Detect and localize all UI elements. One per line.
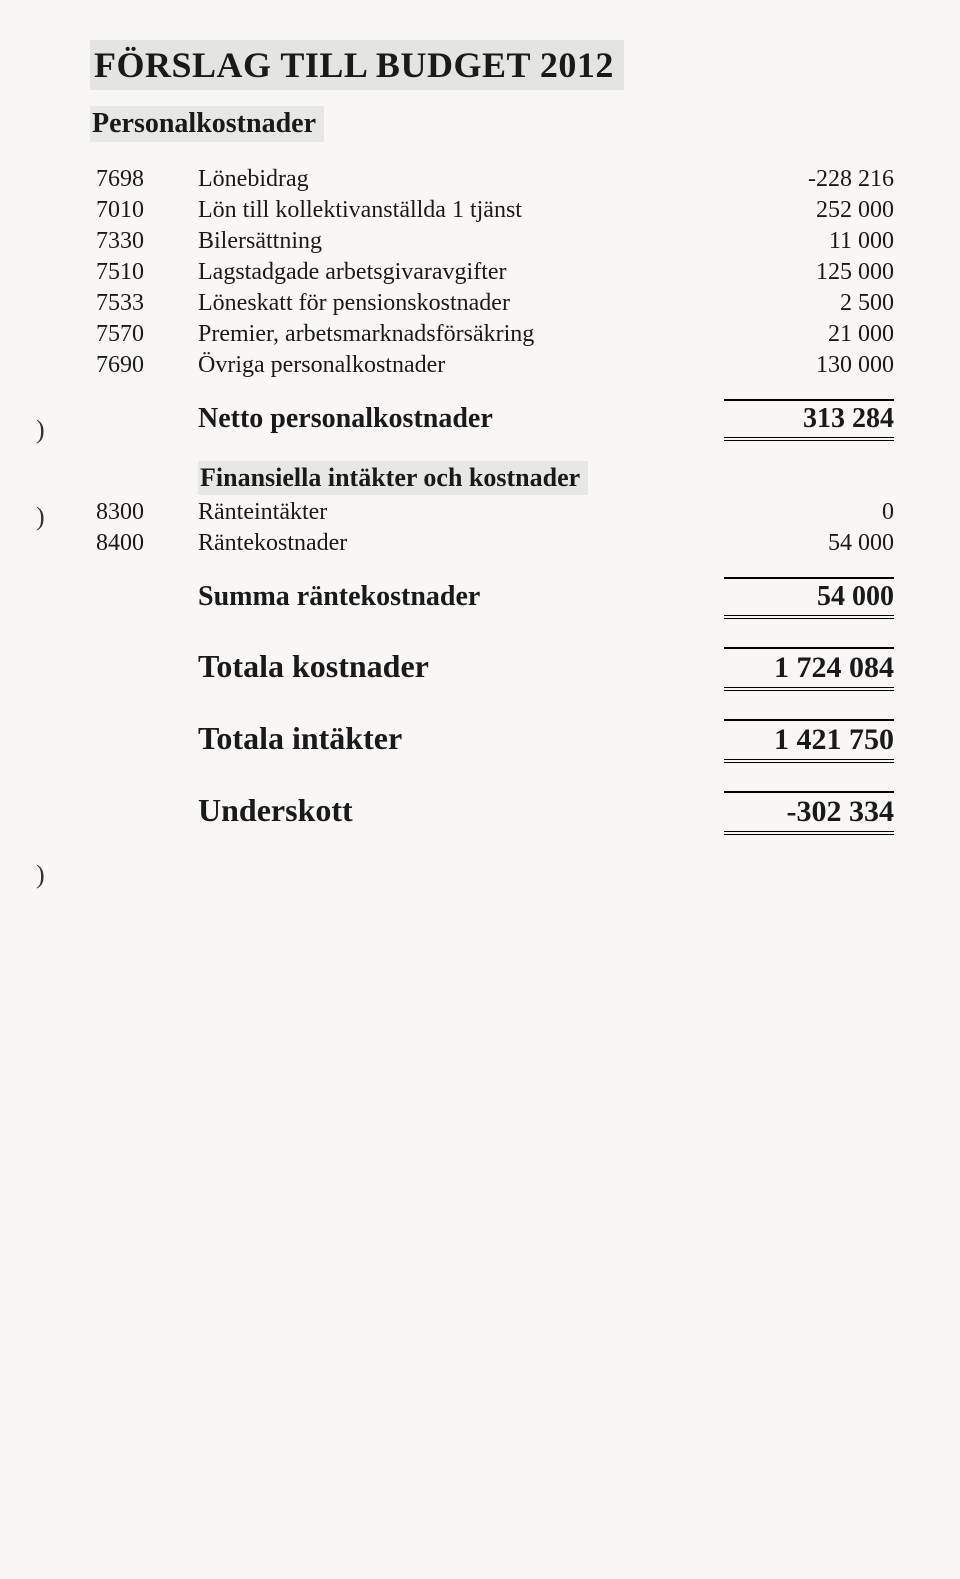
account-code: 8300 xyxy=(90,497,192,528)
account-code: 7690 xyxy=(90,350,192,381)
table-row: 8400 Räntekostnader 54 000 xyxy=(90,528,900,559)
account-code: 7533 xyxy=(90,288,192,319)
account-value: 0 xyxy=(708,497,900,528)
account-value: 21 000 xyxy=(708,319,900,350)
account-value: 54 000 xyxy=(708,528,900,559)
margin-paren-icon: ) xyxy=(36,502,45,532)
account-code: 7570 xyxy=(90,319,192,350)
grand-total-row: Underskott -302 334 xyxy=(90,765,900,837)
grand-total-value: 1 421 750 xyxy=(724,719,894,763)
table-row: 7690 Övriga personalkostnader 130 000 xyxy=(90,350,900,381)
account-desc: Övriga personalkostnader xyxy=(192,350,708,381)
account-value: 125 000 xyxy=(708,257,900,288)
table-row: 7510 Lagstadgade arbetsgivaravgifter 125… xyxy=(90,257,900,288)
table-row: 7330 Bilersättning 11 000 xyxy=(90,226,900,257)
account-code: 8400 xyxy=(90,528,192,559)
account-desc: Räntekostnader xyxy=(192,528,708,559)
table-row: 7010 Lön till kollektivanställda 1 tjäns… xyxy=(90,195,900,226)
account-desc: Lagstadgade arbetsgivaravgifter xyxy=(192,257,708,288)
account-code: 7698 xyxy=(90,164,192,195)
subtotal-label: Summa räntekostnader xyxy=(192,559,708,621)
grand-total-label: Totala kostnader xyxy=(192,621,708,693)
grand-total-value: -302 334 xyxy=(724,791,894,835)
document-page: FÖRSLAG TILL BUDGET 2012 Personalkostnad… xyxy=(0,0,960,1579)
grand-total-value: 1 724 084 xyxy=(724,647,894,691)
account-code: 7330 xyxy=(90,226,192,257)
section-heading-personal: Personalkostnader xyxy=(90,106,324,142)
margin-paren-icon: ) xyxy=(36,860,45,890)
account-desc: Ränteintäkter xyxy=(192,497,708,528)
table-row: 7570 Premier, arbetsmarknadsförsäkring 2… xyxy=(90,319,900,350)
table-row: 8300 Ränteintäkter 0 xyxy=(90,497,900,528)
account-value: 11 000 xyxy=(708,226,900,257)
subtotal-value: 313 284 xyxy=(724,399,894,441)
account-desc: Bilersättning xyxy=(192,226,708,257)
account-desc: Premier, arbetsmarknadsförsäkring xyxy=(192,319,708,350)
table-row: 7698 Lönebidrag -228 216 xyxy=(90,164,900,195)
table-row: 7533 Löneskatt för pensionskostnader 2 5… xyxy=(90,288,900,319)
account-desc: Löneskatt för pensionskostnader xyxy=(192,288,708,319)
grand-total-label: Underskott xyxy=(192,765,708,837)
subtotal-value: 54 000 xyxy=(724,577,894,619)
grand-total-row: Totala kostnader 1 724 084 xyxy=(90,621,900,693)
budget-table: 7698 Lönebidrag -228 216 7010 Lön till k… xyxy=(90,164,900,837)
account-value: 2 500 xyxy=(708,288,900,319)
grand-total-row: Totala intäkter 1 421 750 xyxy=(90,693,900,765)
subtotal-row: Netto personalkostnader 313 284 xyxy=(90,381,900,443)
account-code: 7510 xyxy=(90,257,192,288)
account-code: 7010 xyxy=(90,195,192,226)
subtotal-label: Netto personalkostnader xyxy=(192,381,708,443)
grand-total-label: Totala intäkter xyxy=(192,693,708,765)
section-heading-financial: Finansiella intäkter och kostnader xyxy=(198,461,588,495)
account-value: -228 216 xyxy=(708,164,900,195)
section-heading-row: Finansiella intäkter och kostnader xyxy=(90,443,900,497)
account-desc: Lön till kollektivanställda 1 tjänst xyxy=(192,195,708,226)
margin-paren-icon: ) xyxy=(36,415,45,445)
subtotal-row: Summa räntekostnader 54 000 xyxy=(90,559,900,621)
account-value: 252 000 xyxy=(708,195,900,226)
page-title: FÖRSLAG TILL BUDGET 2012 xyxy=(90,40,624,90)
account-value: 130 000 xyxy=(708,350,900,381)
account-desc: Lönebidrag xyxy=(192,164,708,195)
